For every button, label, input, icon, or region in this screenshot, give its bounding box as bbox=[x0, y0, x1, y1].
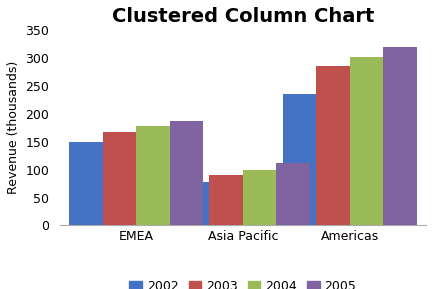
Bar bbox=[69, 142, 103, 225]
Bar bbox=[176, 182, 209, 225]
Bar bbox=[243, 170, 277, 225]
Bar bbox=[383, 47, 417, 225]
Bar bbox=[316, 66, 350, 225]
Title: Clustered Column Chart: Clustered Column Chart bbox=[112, 7, 374, 26]
Legend: 2002, 2003, 2004, 2005: 2002, 2003, 2004, 2005 bbox=[124, 275, 362, 289]
Bar bbox=[277, 163, 310, 225]
Bar bbox=[350, 57, 383, 225]
Bar bbox=[103, 132, 136, 225]
Bar bbox=[170, 121, 203, 225]
Y-axis label: Revenue (thousands): Revenue (thousands) bbox=[7, 61, 20, 194]
Bar bbox=[209, 175, 243, 225]
Bar bbox=[283, 95, 316, 225]
Bar bbox=[136, 126, 170, 225]
